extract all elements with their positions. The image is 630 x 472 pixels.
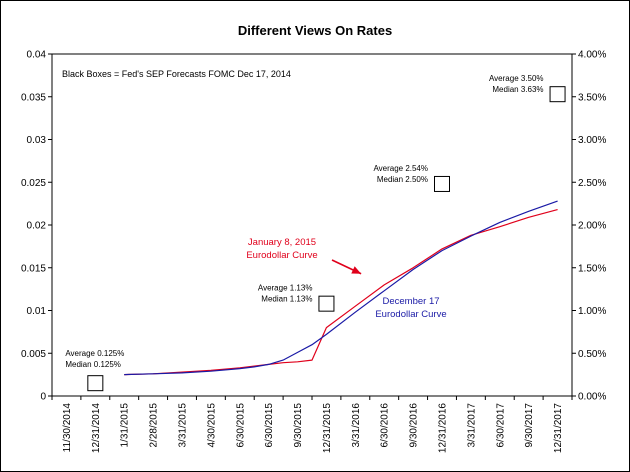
sep-box-layer: Average 0.125% Median 0.125% Average 1.13%… [65,74,566,392]
x-tick-label: 2/28/2015 [149,403,160,448]
sep-box-0 [87,375,104,392]
sep-box-median-label: Median 2.50% [377,175,428,184]
x-tick-label: 4/30/2015 [206,403,217,448]
y-left-tick-label: 0.025 [21,178,46,189]
series-layer [124,200,558,376]
x-tick-label: 12/31/2015 [322,403,333,453]
axes-layer: 0 0.00% 0.005 0.50% 0.01 1.00% 0.015 1.50% 0.02 2… [21,50,606,454]
annotation-jan8-line-0: January 8, 2015 [248,237,316,248]
sep-box-average-label: Average 1.13% [258,284,313,293]
sep-box-median-label: Median 1.13% [261,295,312,304]
y-right-tick-label: 3.00% [578,135,606,146]
x-tick-label: 12/31/2017 [553,403,564,453]
y-left-tick-label: 0.01 [27,306,47,317]
sep-box-2 [434,175,450,192]
x-tick-label: 3/31/2017 [466,403,477,448]
x-tick-label: 12/31/2014 [91,403,102,453]
series-line-0 [124,209,558,376]
annotation-layer: January 8, 2015 Eurodollar Curve December … [246,237,446,320]
sep-box-average-label: Average 2.54% [373,164,428,173]
x-tick-label: 9/30/2017 [524,403,535,448]
y-left-tick-label: 0.04 [27,50,47,61]
sep-box-average-label: Average 0.125% [65,349,124,358]
series-line-1 [124,200,558,376]
sep-box-median-label: Median 3.63% [492,85,543,94]
chart-title: Different Views On Rates [238,23,392,38]
y-right-tick-label: 1.50% [578,263,606,274]
sep-box-1 [318,295,335,312]
annotation-dec17-line-0: December 17 [382,296,439,307]
sep-box-average-label: Average 3.50% [489,74,544,83]
y-left-tick-label: 0 [40,392,46,403]
y-left-tick-label: 0.02 [27,221,47,232]
x-tick-label: 9/30/2016 [409,403,420,448]
annotation-arrow-head [351,266,362,274]
x-tick-label: 9/30/2015 [293,403,304,448]
sep-box-median-label: Median 0.125% [65,360,121,369]
x-tick-label: 6/30/2015 [264,403,275,448]
x-tick-label: 3/31/2016 [351,403,362,448]
legend-note: Black Boxes = Fed's SEP Forecasts FOMC D… [62,69,291,79]
x-tick-label: 3/31/2015 [178,403,189,448]
y-right-tick-label: 3.50% [578,92,606,103]
y-right-tick-label: 0.50% [578,349,606,360]
y-left-tick-label: 0.005 [21,349,46,360]
annotation-dec17-line-1: Eurodollar Curve [375,309,446,320]
y-right-tick-label: 2.00% [578,221,606,232]
y-right-tick-label: 4.00% [578,50,606,61]
y-right-tick-label: 1.00% [578,306,606,317]
y-left-tick-label: 0.035 [21,92,46,103]
x-tick-label: 6/30/2017 [495,403,506,448]
y-left-tick-label: 0.03 [27,135,47,146]
x-tick-label: 6/30/2015 [235,403,246,448]
plot-area [51,53,573,397]
x-tick-label: 11/30/2014 [62,403,73,453]
x-tick-label: 12/31/2016 [438,403,449,453]
x-tick-label: 1/31/2015 [120,403,131,448]
y-right-tick-label: 2.50% [578,178,606,189]
y-right-tick-label: 0.00% [578,392,606,403]
y-left-tick-label: 0.015 [21,263,46,274]
sep-box-3 [549,86,566,103]
annotation-jan8-line-1: Eurodollar Curve [246,250,317,261]
x-tick-label: 6/30/2016 [380,403,391,448]
